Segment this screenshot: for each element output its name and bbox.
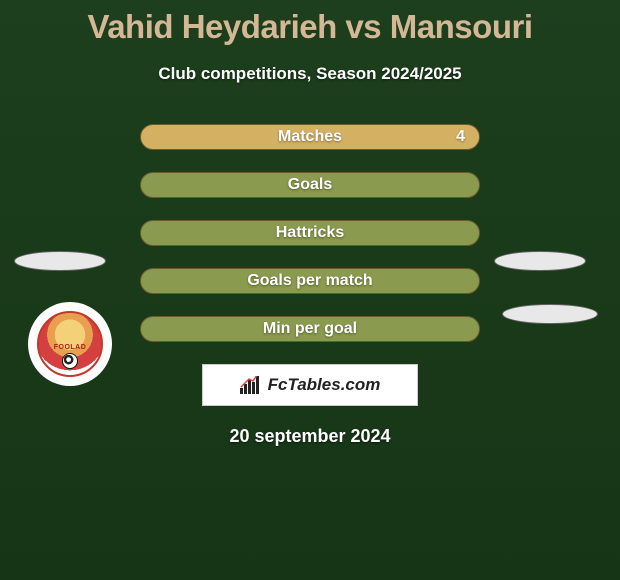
stat-bar: Goals xyxy=(140,172,480,198)
chart-bars-icon xyxy=(240,376,262,394)
stat-label: Goals xyxy=(288,176,332,194)
page-title: Vahid Heydarieh vs Mansouri xyxy=(0,0,620,46)
stat-row: Goals xyxy=(140,172,480,198)
stat-bar: Hattricks xyxy=(140,220,480,246)
crest-label: FOOLAD xyxy=(54,344,87,351)
stat-bar: Matches 4 xyxy=(140,124,480,150)
stat-bar: Min per goal xyxy=(140,316,480,342)
stat-row: Matches 4 xyxy=(140,124,480,150)
stat-row: Goals per match xyxy=(140,268,480,294)
generation-date: 20 september 2024 xyxy=(0,426,620,447)
branding-box: FcTables.com xyxy=(202,364,418,406)
branding-text: FcTables.com xyxy=(268,375,381,395)
value-ellipse xyxy=(494,251,586,271)
team-crest-left: FOOLAD xyxy=(28,302,112,386)
value-ellipse xyxy=(14,251,106,271)
stat-value: 4 xyxy=(456,128,465,146)
soccer-ball-icon xyxy=(62,353,78,369)
stat-row: Min per goal xyxy=(140,316,480,342)
comparison-chart: FOOLAD Matches 4 Goals Hattricks Goals per m… xyxy=(0,124,620,447)
stat-label: Goals per match xyxy=(247,272,372,290)
stat-label: Min per goal xyxy=(263,320,357,338)
stat-row: Hattricks xyxy=(140,220,480,246)
value-ellipse xyxy=(502,304,598,324)
page-subtitle: Club competitions, Season 2024/2025 xyxy=(0,64,620,84)
stat-label: Matches xyxy=(278,128,342,146)
stat-label: Hattricks xyxy=(276,224,344,242)
stat-bar: Goals per match xyxy=(140,268,480,294)
